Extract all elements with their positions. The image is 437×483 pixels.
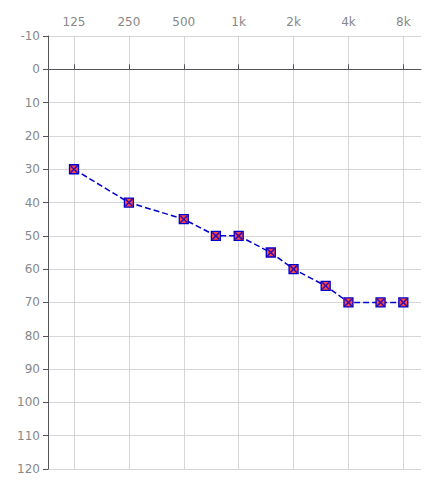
svg-text:250: 250 [117, 15, 140, 29]
svg-text:80: 80 [25, 329, 40, 343]
svg-text:50: 50 [25, 229, 40, 243]
svg-text:1k: 1k [231, 15, 246, 29]
svg-text:110: 110 [17, 429, 40, 443]
svg-text:40: 40 [25, 196, 40, 210]
svg-text:10: 10 [25, 96, 40, 110]
svg-text:125: 125 [63, 15, 86, 29]
svg-text:8k: 8k [396, 15, 411, 29]
svg-text:4k: 4k [341, 15, 356, 29]
svg-text:90: 90 [25, 362, 40, 376]
svg-text:2k: 2k [286, 15, 301, 29]
svg-text:60: 60 [25, 262, 40, 276]
svg-text:120: 120 [17, 462, 40, 476]
svg-text:0: 0 [32, 62, 40, 76]
svg-text:100: 100 [17, 395, 40, 409]
svg-text:500: 500 [172, 15, 195, 29]
svg-text:70: 70 [25, 295, 40, 309]
svg-text:-10: -10 [20, 29, 40, 43]
svg-text:20: 20 [25, 129, 40, 143]
svg-text:30: 30 [25, 162, 40, 176]
